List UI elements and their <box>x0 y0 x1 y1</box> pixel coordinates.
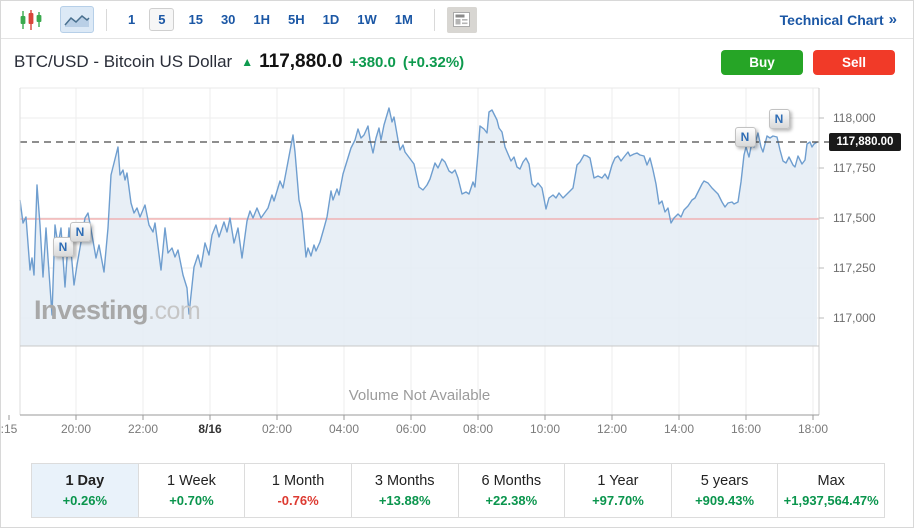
news-marker[interactable]: N <box>768 109 790 129</box>
interval-1[interactable]: 1 <box>128 12 136 27</box>
news-marker[interactable]: N <box>52 237 74 257</box>
buy-button[interactable]: Buy <box>721 49 803 75</box>
x-axis-label: 06:00 <box>395 422 427 436</box>
toolbar-left-group: 1 5 15 30 1H 5H 1D 1W 1M <box>14 6 477 33</box>
y-axis-label: 117,500 <box>833 211 876 225</box>
x-axis-label: 12:00 <box>596 422 628 436</box>
interval-1w[interactable]: 1W <box>357 12 377 27</box>
x-axis-label: 10:00 <box>529 422 561 436</box>
x-axis-label: 14:00 <box>663 422 695 436</box>
interval-1h[interactable]: 1H <box>253 12 271 27</box>
interval-30[interactable]: 30 <box>220 12 236 27</box>
investing-watermark: Investing.com <box>34 295 201 325</box>
news-panel-icon[interactable] <box>446 6 477 33</box>
x-axis-label: 8/16 <box>198 422 222 436</box>
period-tab-bar: 1 Day +0.26% 1 Week +0.70% 1 Month -0.76… <box>31 463 885 518</box>
x-axis-label: 04:00 <box>328 422 360 436</box>
period-tab-1-year[interactable]: 1 Year +97.70% <box>564 464 671 517</box>
x-axis-label: 20:00 <box>60 422 92 436</box>
period-tab-1-week[interactable]: 1 Week +0.70% <box>137 464 245 517</box>
toolbar-divider <box>433 8 435 31</box>
period-tab-max[interactable]: Max +1,937,564.47% <box>777 464 884 517</box>
price-up-arrow-icon: ▲ <box>241 55 254 69</box>
period-tab-1-day[interactable]: 1 Day +0.26% <box>32 464 138 517</box>
instrument-title: BTC/USD - Bitcoin US Dollar <box>14 52 233 71</box>
price-chart-area[interactable]: Investing.com Volume Not Available 117,8… <box>0 85 914 445</box>
x-axis-label: 16:00 <box>730 422 762 436</box>
news-marker[interactable]: N <box>734 127 756 147</box>
technical-chart-link[interactable]: Technical Chart » <box>780 11 897 28</box>
interval-15[interactable]: 15 <box>188 12 203 27</box>
double-chevron-right-icon: » <box>888 11 897 28</box>
x-axis-label: 08:00 <box>462 422 494 436</box>
x-axis-label: 18:00 <box>797 422 829 436</box>
period-tab-6-months[interactable]: 6 Months +22.38% <box>457 464 565 517</box>
candlestick-chart-icon[interactable] <box>14 6 48 33</box>
volume-unavailable-message: Volume Not Available <box>348 387 491 404</box>
news-marker[interactable]: N <box>69 222 91 242</box>
trade-buttons: Buy Sell <box>721 49 895 75</box>
price-line <box>19 107 818 316</box>
interval-1m[interactable]: 1M <box>394 12 413 27</box>
y-axis-label: 117,000 <box>833 311 876 325</box>
y-axis-label: 117,750 <box>833 161 876 175</box>
interval-5[interactable]: 5 <box>149 8 175 31</box>
current-price-badge: 117,880.00 <box>829 133 901 151</box>
interval-1d[interactable]: 1D <box>322 12 340 27</box>
price-chart-svg[interactable] <box>1 85 914 445</box>
y-axis-label: 117,250 <box>833 261 876 275</box>
period-tab-5-years[interactable]: 5 years +909.43% <box>670 464 778 517</box>
interval-5h[interactable]: 5H <box>288 12 305 27</box>
price-area-fill <box>20 108 817 346</box>
instrument-header: BTC/USD - Bitcoin US Dollar ▲ 117,880.0 … <box>1 39 913 85</box>
line-chart-icon[interactable] <box>60 6 94 33</box>
last-price: 117,880.0 <box>259 51 343 72</box>
x-axis-label: 02:00 <box>261 422 293 436</box>
x-axis-label: :15 <box>0 422 18 436</box>
period-tab-3-months[interactable]: 3 Months +13.88% <box>350 464 458 517</box>
toolbar-divider <box>106 8 107 31</box>
price-change: +380.0 <box>349 53 396 71</box>
period-tab-1-month[interactable]: 1 Month -0.76% <box>244 464 351 517</box>
sell-button[interactable]: Sell <box>813 49 895 75</box>
x-axis-label: 22:00 <box>127 422 159 436</box>
price-change-percent: (+0.32%) <box>402 53 465 71</box>
technical-chart-label: Technical Chart <box>779 11 884 28</box>
y-axis-label: 118,000 <box>833 111 876 125</box>
chart-toolbar: 1 5 15 30 1H 5H 1D 1W 1M Technical Chart <box>1 1 913 39</box>
